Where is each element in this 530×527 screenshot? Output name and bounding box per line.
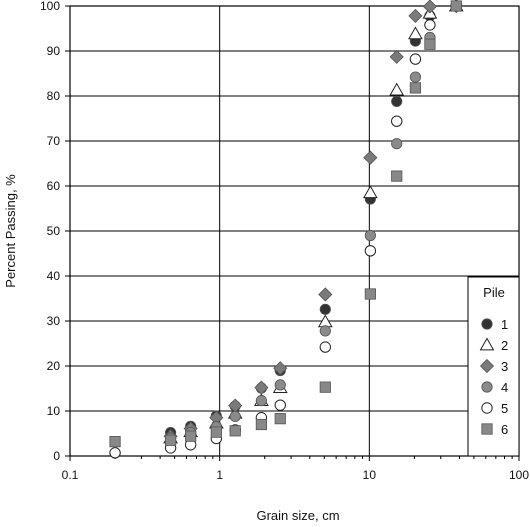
y-axis-label: Percent Passing, %: [3, 174, 18, 288]
data-point-pile-3: [318, 287, 333, 302]
y-tick-label: 40: [47, 269, 61, 283]
data-point-pile-4: [409, 71, 422, 83]
legend-marker-pile-5: [481, 402, 493, 414]
data-point-pile-4: [255, 395, 267, 407]
data-point-pile-3: [228, 398, 243, 413]
data-point-pile-6: [274, 413, 286, 425]
data-point-pile-3: [389, 49, 404, 64]
legend-label-pile-6: 6: [501, 422, 508, 437]
plot-border: [69, 5, 520, 457]
data-point-pile-4: [391, 138, 403, 150]
x-tick-label: 100: [509, 468, 529, 482]
data-point-pile-6: [255, 418, 267, 431]
data-point-pile-5: [409, 53, 422, 65]
data-point-pile-6: [364, 288, 376, 300]
legend-title: Pile: [483, 285, 505, 300]
y-tick-label: 100: [40, 0, 60, 13]
data-point-pile-1: [319, 303, 331, 315]
legend-marker-pile-1: [481, 318, 493, 330]
series-pile-4: [164, 0, 462, 444]
data-point-pile-2: [363, 185, 378, 199]
series-pile-3: [163, 0, 464, 444]
y-tick-label: 80: [47, 89, 61, 103]
data-point-pile-2: [408, 26, 423, 40]
data-point-pile-3: [363, 150, 378, 165]
data-point-pile-1: [391, 95, 403, 108]
data-point-pile-5: [274, 399, 286, 411]
y-tick-label: 10: [47, 404, 61, 418]
y-tick-label: 0: [53, 449, 60, 463]
data-point-pile-4: [319, 325, 331, 337]
data-point-pile-6: [229, 425, 241, 437]
x-tick-label: 10: [363, 468, 377, 482]
data-point-pile-4: [364, 229, 376, 242]
data-point-pile-5: [364, 245, 377, 257]
tick-labels: 0 10 20 30 40 50 60 70 80 90 100 0.1 1 10 100: [40, 0, 529, 482]
data-point-pile-3: [422, 0, 437, 14]
series-pile-1: [164, 0, 462, 439]
data-point-pile-6: [210, 426, 222, 438]
data-point-pile-6: [391, 170, 403, 182]
data-point-pile-6: [164, 434, 177, 446]
legend-marker-pile-4: [481, 381, 493, 393]
data-point-pile-6: [185, 430, 197, 442]
legend-marker-pile-3: [479, 358, 495, 374]
legend-label-pile-4: 4: [501, 380, 508, 395]
series-pile-6: [109, 0, 462, 448]
data-point-pile-5: [424, 19, 436, 31]
data-point-pile-3: [254, 380, 269, 395]
plot-frame: [69, 5, 520, 457]
data-markers: [109, 0, 464, 459]
series-pile-5: [109, 0, 462, 459]
y-tick-label: 70: [47, 134, 61, 148]
y-tick-label: 50: [47, 224, 61, 238]
series-pile-2: [163, 0, 464, 444]
grid-lines: [65, 5, 520, 461]
data-point-pile-6: [109, 435, 121, 448]
data-point-pile-6: [409, 82, 422, 94]
legend-marker-pile-6: [481, 423, 493, 435]
legend-marker-pile-2: [479, 337, 495, 351]
y-tick-label: 60: [47, 179, 61, 193]
y-tick-label: 90: [47, 44, 61, 58]
data-point-pile-3: [273, 361, 288, 376]
legend-label-pile-3: 3: [501, 359, 508, 374]
data-point-pile-5: [391, 115, 403, 127]
data-point-pile-2: [389, 82, 405, 96]
x-axis-label: Grain size, cm: [256, 508, 339, 523]
x-tick-label: 1: [216, 468, 223, 482]
legend-label-pile-5: 5: [501, 401, 508, 416]
data-point-pile-6: [450, 0, 462, 12]
data-point-pile-6: [319, 381, 331, 393]
data-point-pile-4: [274, 379, 286, 391]
legend-label-pile-1: 1: [501, 317, 508, 332]
data-point-pile-4: [229, 410, 241, 422]
legend-label-pile-2: 2: [501, 338, 508, 353]
data-point-pile-5: [319, 341, 332, 353]
y-tick-label: 20: [47, 359, 61, 373]
data-point-pile-5: [109, 447, 121, 459]
data-point-pile-3: [408, 8, 423, 23]
legend: Pile 1 2 3 4 5 6: [467, 276, 520, 457]
x-tick-label: 0.1: [62, 468, 79, 482]
data-point-pile-6: [424, 38, 436, 50]
y-tick-label: 30: [47, 314, 61, 328]
